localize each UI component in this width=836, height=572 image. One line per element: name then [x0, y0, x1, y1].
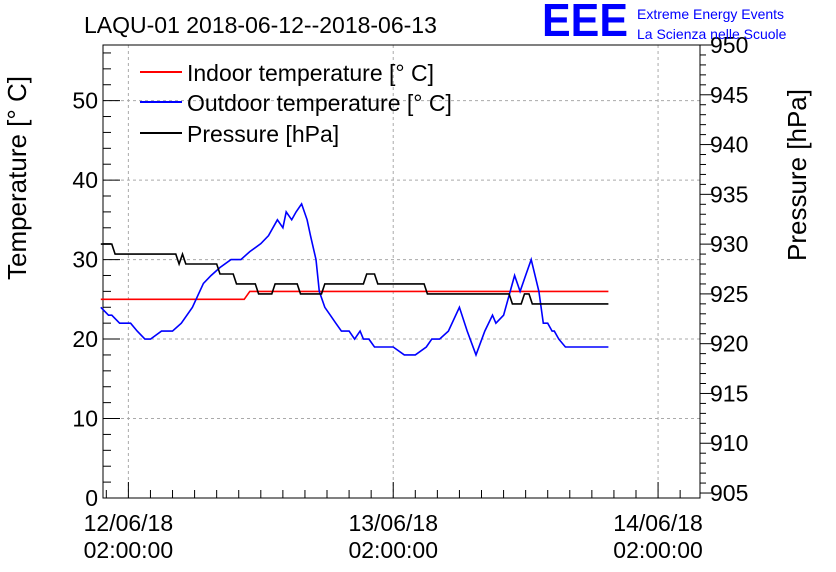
- y-left-tick-label: 20: [72, 326, 98, 352]
- logo-line-2: La Scienza nelle Scuole: [637, 26, 787, 42]
- y-axis-left-label: Temperature [° C]: [2, 76, 32, 280]
- legend: Indoor temperature [° C] Outdoor tempera…: [140, 60, 452, 147]
- eee-logo: EEE: [542, 0, 628, 46]
- y-right-tick-label: 950: [710, 32, 748, 58]
- x-tick-label-time: 02:00:00: [348, 537, 438, 563]
- y-left-tick-label: 10: [72, 406, 98, 432]
- x-tick-label-date: 14/06/18: [613, 510, 703, 536]
- y-left-tick-label: 30: [72, 247, 98, 273]
- y-left-tick-label: 40: [72, 167, 98, 193]
- y-right-tick-label: 915: [710, 380, 748, 406]
- y-right-tick-label: 920: [710, 331, 748, 357]
- x-tick-label-time: 02:00:00: [84, 537, 174, 563]
- legend-label-outdoor: Outdoor temperature [° C]: [187, 90, 452, 116]
- y-left-tick-label: 0: [85, 485, 98, 511]
- y-left-tick-label: 50: [72, 88, 98, 114]
- series-line-1: [100, 202, 609, 358]
- series-line-0: [100, 290, 609, 301]
- plot-frame: [102, 44, 701, 499]
- series-lines: [100, 202, 609, 358]
- logo-line-1: Extreme Energy Events: [637, 6, 784, 22]
- y-right-tick-label: 910: [710, 430, 748, 456]
- legend-label-indoor: Indoor temperature [° C]: [187, 60, 434, 86]
- legend-label-pressure: Pressure [hPa]: [187, 121, 339, 147]
- y-right-tick-label: 905: [710, 480, 748, 506]
- y-right-tick-label: 925: [710, 281, 748, 307]
- chart-title: LAQU-01 2018-06-12--2018-06-13: [84, 12, 437, 38]
- x-tick-label-date: 13/06/18: [348, 510, 438, 536]
- x-tick-label-time: 02:00:00: [613, 537, 703, 563]
- y-right-tick-label: 935: [710, 181, 748, 207]
- y-right-tick-label: 930: [710, 231, 748, 257]
- axes: 0 10 20 30 40 50 905 910 915 920 925 930 935 940 945 95…: [72, 32, 748, 563]
- x-tick-label-date: 12/06/18: [84, 510, 174, 536]
- y-axis-right-label: Pressure [hPa]: [782, 89, 812, 261]
- y-right-tick-label: 945: [710, 82, 748, 108]
- y-right-tick-label: 940: [710, 132, 748, 158]
- series-line-2: [100, 243, 609, 305]
